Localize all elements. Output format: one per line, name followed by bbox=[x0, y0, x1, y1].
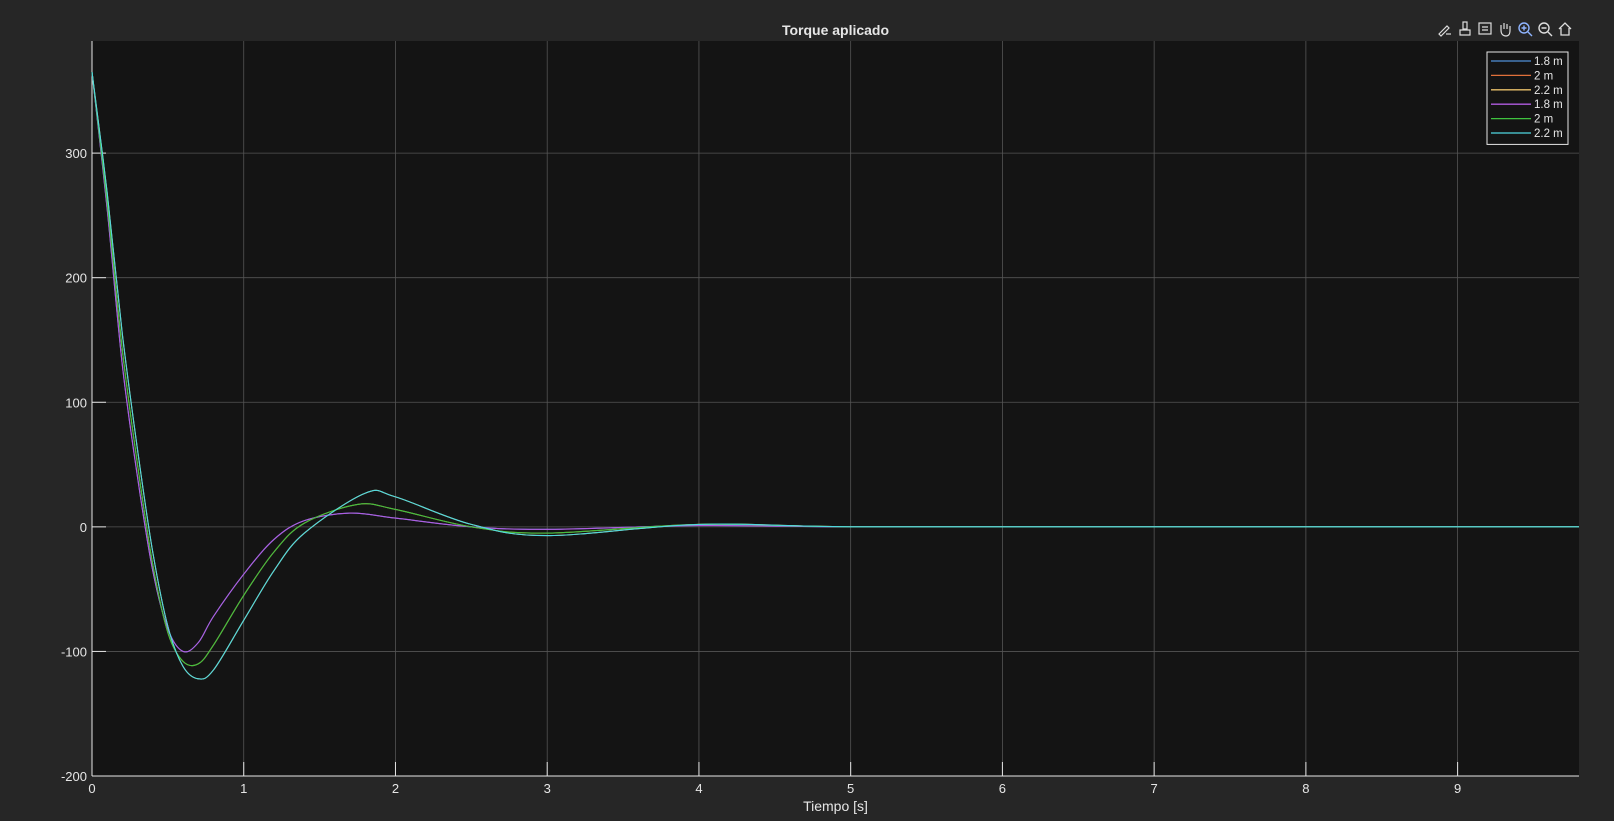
y-tick-label: 0 bbox=[80, 520, 87, 535]
x-tick-label: 5 bbox=[847, 781, 854, 796]
x-tick-label: 4 bbox=[695, 781, 702, 796]
x-tick-label: 8 bbox=[1302, 781, 1309, 796]
x-tick-label: 2 bbox=[392, 781, 399, 796]
x-tick-label: 3 bbox=[544, 781, 551, 796]
zoom-out-icon[interactable] bbox=[1536, 20, 1554, 38]
x-axis-label: Tiempo [s] bbox=[803, 798, 868, 814]
y-tick-label: 200 bbox=[65, 271, 87, 286]
edit-plot-icon[interactable] bbox=[1436, 20, 1454, 38]
x-tick-label: 1 bbox=[240, 781, 247, 796]
legend-label-1: 1.8 m bbox=[1534, 56, 1563, 68]
y-tick-label: 100 bbox=[65, 395, 87, 410]
legend-label-3: 2.2 m bbox=[1534, 85, 1563, 97]
pan-icon[interactable] bbox=[1496, 20, 1514, 38]
x-tick-label: 9 bbox=[1454, 781, 1461, 796]
chart-title: Torque aplicado bbox=[782, 22, 889, 38]
y-tick-label: 300 bbox=[65, 146, 87, 161]
legend-label-6: 2.2 m bbox=[1534, 128, 1563, 140]
series-line-6[interactable] bbox=[91, 72, 1579, 680]
legend-label-2: 2 m bbox=[1534, 70, 1553, 82]
brush-icon[interactable] bbox=[1456, 20, 1474, 38]
zoom-in-icon[interactable] bbox=[1516, 20, 1534, 38]
data-tips-icon[interactable] bbox=[1476, 20, 1494, 38]
home-icon[interactable] bbox=[1556, 20, 1574, 38]
legend-label-5: 2 m bbox=[1534, 114, 1553, 126]
plot-area[interactable] bbox=[92, 41, 1579, 776]
y-tick-label: -200 bbox=[61, 769, 87, 784]
legend-label-4: 1.8 m bbox=[1534, 99, 1563, 111]
axes-toolbar bbox=[1436, 20, 1574, 38]
x-tick-label: 6 bbox=[999, 781, 1006, 796]
x-tick-label: 7 bbox=[1151, 781, 1158, 796]
y-tick-label: -100 bbox=[61, 644, 87, 659]
x-tick-label: 0 bbox=[88, 781, 95, 796]
legend-box[interactable] bbox=[1486, 51, 1569, 145]
